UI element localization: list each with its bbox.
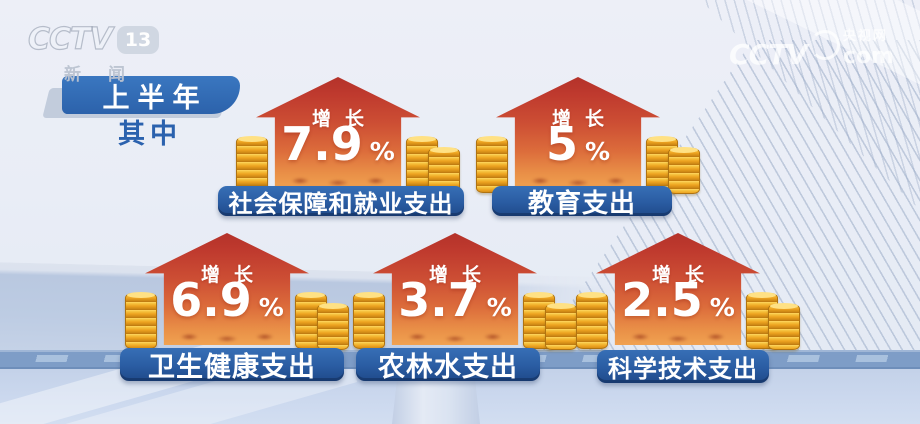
- category-tag-agriculture: 农林水支出: [356, 348, 540, 383]
- pictogram-science: 增长 2.5 %: [576, 233, 800, 350]
- percent-sign: %: [709, 293, 735, 322]
- coin-stack-icon: [668, 147, 700, 194]
- percent-sign: %: [486, 293, 512, 322]
- pictogram-education: 增长 5 %: [476, 77, 700, 194]
- category-tag-social-security: 社会保障和就业支出: [218, 186, 464, 218]
- pictogram-agriculture: 增长 3.7 %: [353, 233, 577, 350]
- category-tag-science: 科学技术支出: [597, 350, 769, 383]
- cctv-wordmark: CCTV: [729, 38, 808, 71]
- growth-value: 6.9 %: [145, 277, 309, 323]
- growth-number: 2.5: [621, 273, 703, 327]
- watermark-text-column: 央视网 com: [842, 29, 894, 70]
- percent-sign: %: [258, 293, 284, 322]
- growth-label: 增长: [311, 108, 378, 130]
- coin-stack-icon: [545, 303, 577, 350]
- site-domain: com: [842, 44, 894, 70]
- category-tag-health: 卫生健康支出: [120, 348, 344, 383]
- coin-stack-icon: [768, 303, 800, 350]
- pictogram-health: 增长 6.9 %: [125, 233, 349, 350]
- cctv-circle-icon: [809, 30, 840, 60]
- percent-sign: %: [369, 137, 395, 166]
- coin-stack-icon: [576, 292, 608, 349]
- coin-stack-icon: [236, 136, 268, 193]
- among-label: 其中: [118, 119, 182, 150]
- cctv-com-watermark: CCTV 央视网 com: [729, 29, 894, 71]
- growth-label: 增长: [651, 264, 718, 286]
- cctv13-logo-row: CCTV 13: [27, 21, 160, 58]
- growth-number: 7.9: [281, 117, 363, 171]
- cctv13-logo: CCTV 13 新闻: [27, 21, 160, 85]
- coin-stack-icon: [353, 292, 385, 349]
- growth-value: 5 %: [496, 121, 660, 167]
- coin-stack-icon: [476, 136, 508, 193]
- pictogram-social-security: 增长 7.9 %: [236, 77, 460, 194]
- coin-stack-icon: [125, 292, 157, 349]
- channel-number-badge: 13: [116, 25, 160, 54]
- growth-number: 5: [545, 117, 578, 171]
- coin-stack-icon: [317, 303, 349, 350]
- growth-value: 3.7 %: [373, 277, 537, 323]
- growth-label: 增长: [551, 108, 618, 130]
- category-tag-education: 教育支出: [492, 186, 672, 219]
- percent-sign: %: [584, 137, 611, 166]
- channel-subtitle: 新闻: [64, 65, 152, 85]
- cctv-wordmark: CCTV: [27, 21, 113, 57]
- growth-label: 增长: [428, 264, 495, 286]
- growth-number: 3.7: [398, 273, 480, 327]
- growth-number: 6.9: [170, 273, 252, 327]
- growth-value: 7.9 %: [256, 121, 420, 167]
- growth-label: 增长: [200, 264, 267, 286]
- period-banner: 上半年: [62, 76, 240, 114]
- growth-value: 2.5 %: [596, 277, 760, 323]
- site-name: 央视网: [842, 29, 888, 44]
